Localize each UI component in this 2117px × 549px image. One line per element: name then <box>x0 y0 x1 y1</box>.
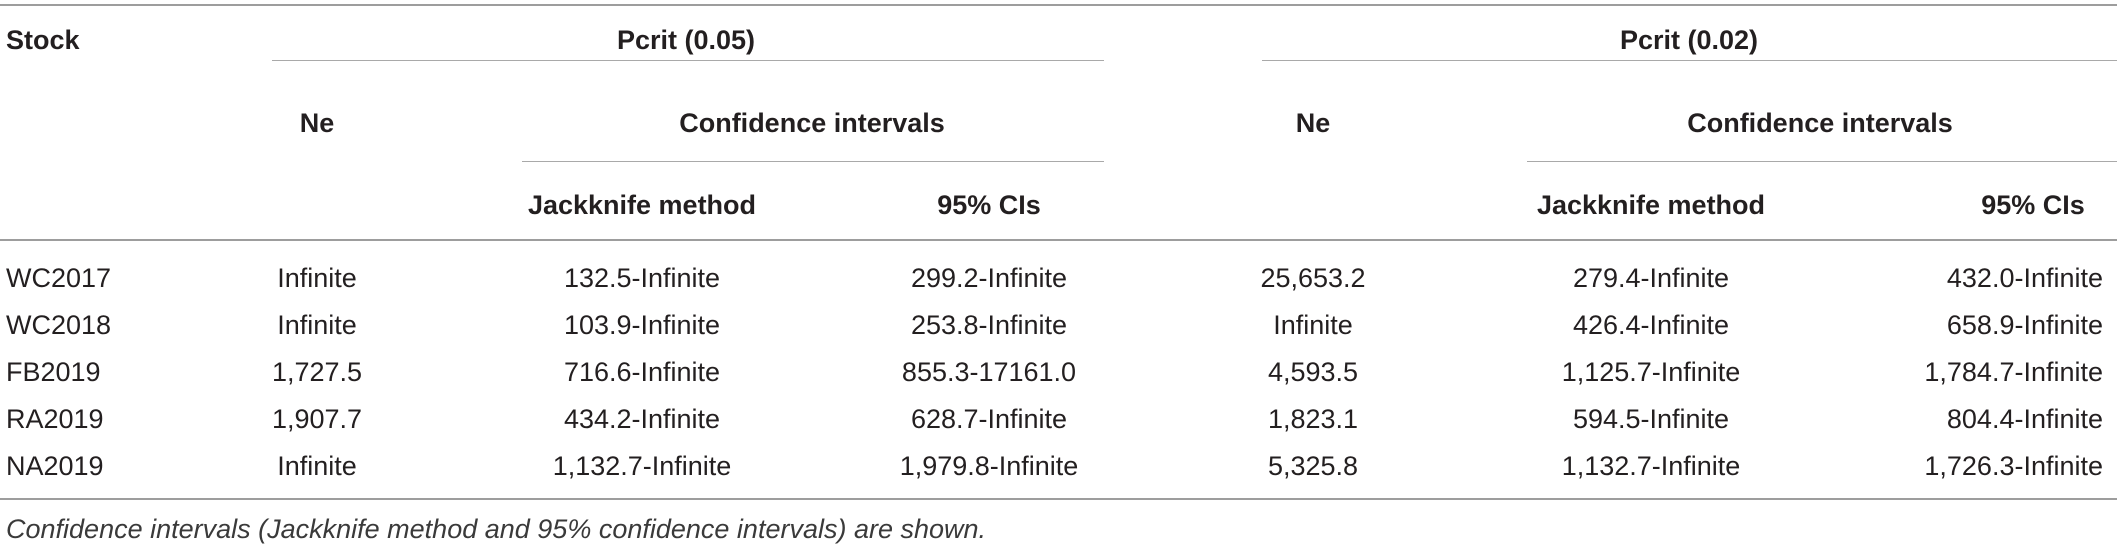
cell-jackknife-005: 434.2-Infinite <box>563 404 721 434</box>
cell-stock: FB2019 <box>6 357 101 387</box>
cell-ne-002: 25,653.2 <box>1260 263 1366 293</box>
table-bottom-rule <box>0 498 2117 500</box>
cell-jackknife-002: 426.4-Infinite <box>1572 310 1730 340</box>
cell-95ci-002: 1,726.3-Infinite <box>1924 451 2103 481</box>
cell-95ci-002: 658.9-Infinite <box>1946 310 2103 340</box>
cell-ne-005: Infinite <box>277 263 357 293</box>
cell-ne-005: Infinite <box>277 451 357 481</box>
table-top-rule <box>0 4 2117 6</box>
cell-ne-005: Infinite <box>277 310 357 340</box>
header-bottom-rule <box>0 239 2117 241</box>
cell-jackknife-005: 716.6-Infinite <box>563 357 721 387</box>
ci1-underline <box>522 161 1104 162</box>
cell-stock: NA2019 <box>6 451 104 481</box>
cell-ne-002: 1,823.1 <box>1267 404 1359 434</box>
cell-jackknife-002: 1,132.7-Infinite <box>1561 451 1741 481</box>
cell-jackknife-005: 132.5-Infinite <box>563 263 721 293</box>
cell-jackknife-005: 1,132.7-Infinite <box>552 451 732 481</box>
cell-jackknife-005: 103.9-Infinite <box>563 310 721 340</box>
cell-ne-005: 1,727.5 <box>271 357 363 387</box>
cell-ne-002: Infinite <box>1273 310 1353 340</box>
cell-95ci-005: 299.2-Infinite <box>910 263 1068 293</box>
cell-95ci-005: 628.7-Infinite <box>910 404 1068 434</box>
group1-underline <box>272 60 1104 61</box>
cell-95ci-005: 855.3-17161.0 <box>901 357 1077 387</box>
cell-95ci-005: 253.8-Infinite <box>910 310 1068 340</box>
header-ne-1: Ne <box>299 108 335 138</box>
header-ci-2: Confidence intervals <box>1687 108 1953 138</box>
cell-stock: RA2019 <box>6 404 104 434</box>
cell-stock: WC2018 <box>6 310 112 340</box>
cell-95ci-002: 432.0-Infinite <box>1946 263 2103 293</box>
header-jackknife-2: Jackknife method <box>1536 190 1766 220</box>
header-ci-1: Confidence intervals <box>679 108 945 138</box>
header-jackknife-1: Jackknife method <box>527 190 757 220</box>
header-95ci-1: 95% CIs <box>937 190 1041 220</box>
header-stock: Stock <box>6 25 80 55</box>
group2-underline <box>1262 60 2117 61</box>
header-pcrit-002: Pcrit (0.02) <box>1619 25 1759 55</box>
cell-ne-005: 1,907.7 <box>271 404 363 434</box>
table-caption: Confidence intervals (Jackknife method a… <box>6 514 987 544</box>
header-95ci-2: 95% CIs <box>1981 190 2085 220</box>
cell-ne-002: 5,325.8 <box>1267 451 1359 481</box>
header-pcrit-005: Pcrit (0.05) <box>616 25 756 55</box>
cell-95ci-005: 1,979.8-Infinite <box>899 451 1079 481</box>
cell-95ci-002: 1,784.7-Infinite <box>1924 357 2103 387</box>
cell-ne-002: 4,593.5 <box>1267 357 1359 387</box>
cell-stock: WC2017 <box>6 263 112 293</box>
ci2-underline <box>1527 161 2117 162</box>
cell-jackknife-002: 594.5-Infinite <box>1572 404 1730 434</box>
header-ne-2: Ne <box>1295 108 1331 138</box>
cell-jackknife-002: 1,125.7-Infinite <box>1561 357 1741 387</box>
cell-jackknife-002: 279.4-Infinite <box>1572 263 1730 293</box>
cell-95ci-002: 804.4-Infinite <box>1946 404 2103 434</box>
